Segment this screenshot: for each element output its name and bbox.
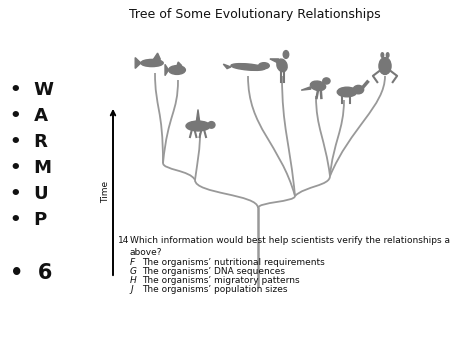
Text: G: G [130,267,137,276]
Text: •  P: • P [10,211,47,229]
Text: •  6: • 6 [10,263,52,283]
Text: H: H [130,276,137,285]
Text: 14: 14 [118,236,130,245]
Polygon shape [153,53,160,59]
Text: Which information would best help scientists verify the relationships among the : Which information would best help scient… [130,236,450,257]
Text: The organisms’ nutritional requirements: The organisms’ nutritional requirements [142,258,325,267]
Ellipse shape [386,53,389,57]
Polygon shape [177,62,182,66]
Ellipse shape [277,59,287,72]
Polygon shape [223,64,231,69]
Text: •  U: • U [10,185,49,203]
Polygon shape [196,110,200,121]
Ellipse shape [337,87,357,97]
Ellipse shape [283,51,289,58]
Ellipse shape [208,122,215,128]
Ellipse shape [231,64,265,70]
Ellipse shape [379,57,391,74]
Ellipse shape [310,81,326,91]
Text: •  A: • A [10,107,48,125]
Polygon shape [301,87,311,90]
Ellipse shape [381,53,384,57]
Text: •  M: • M [10,159,52,177]
Text: •  W: • W [10,81,54,99]
Text: Time: Time [102,181,111,203]
Ellipse shape [141,59,163,67]
Ellipse shape [353,86,364,94]
Polygon shape [165,65,169,76]
Ellipse shape [169,66,185,74]
Text: The organisms’ population sizes: The organisms’ population sizes [142,285,288,294]
Polygon shape [135,57,141,68]
Text: •  R: • R [10,133,48,151]
Text: J: J [130,285,133,294]
Text: The organisms’ DNA sequences: The organisms’ DNA sequences [142,267,285,276]
Polygon shape [270,59,279,63]
Text: F: F [130,258,135,267]
Ellipse shape [323,78,330,84]
Text: The organisms’ migratory patterns: The organisms’ migratory patterns [142,276,300,285]
Text: Tree of Some Evolutionary Relationships: Tree of Some Evolutionary Relationships [129,8,381,21]
Ellipse shape [259,63,269,69]
Ellipse shape [186,121,210,131]
